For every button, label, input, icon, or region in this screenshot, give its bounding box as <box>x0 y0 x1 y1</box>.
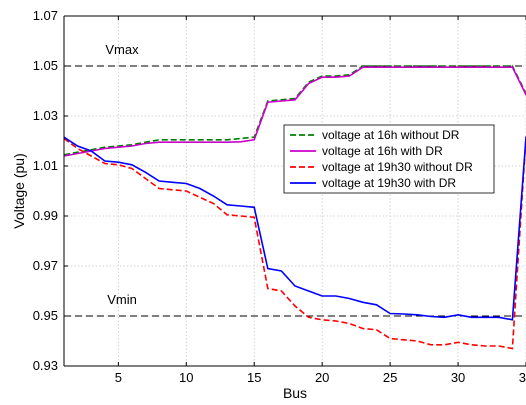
series-line-2 <box>64 66 526 157</box>
y-tick-label: 0.93 <box>33 358 58 373</box>
series-lines <box>64 65 526 350</box>
series-line-4 <box>64 136 526 321</box>
y-axis-label: Voltage (pu) <box>11 153 27 229</box>
series-line-3 <box>64 136 526 350</box>
y-tick-label: 1.01 <box>33 158 58 173</box>
x-tick-label: 5 <box>115 370 122 385</box>
legend-label: voltage at 16h with DR <box>322 144 443 158</box>
reference-label-vmax: Vmax <box>105 42 139 57</box>
x-tick-label: 20 <box>315 370 329 385</box>
legend-label: voltage at 19h30 with DR <box>322 176 456 190</box>
legend-label: voltage at 16h without DR <box>322 128 460 142</box>
x-axis-label: Bus <box>283 385 307 401</box>
x-tick-label: 10 <box>179 370 193 385</box>
legend-label: voltage at 19h30 without DR <box>322 160 473 174</box>
x-tick-label: 35 <box>519 370 526 385</box>
legend-box <box>283 124 495 194</box>
y-tick-label: 0.97 <box>33 258 58 273</box>
axes <box>63 15 526 367</box>
tick-labels: 5 10 15 20 25 30 35 0.93 0.95 0.97 0.99 1.01 1.03 1.0… <box>33 8 526 385</box>
x-tick-label: 15 <box>247 370 261 385</box>
x-tick-label: 25 <box>383 370 397 385</box>
series-line-1 <box>64 65 526 156</box>
y-tick-label: 1.03 <box>33 108 58 123</box>
y-tick-label: 0.99 <box>33 208 58 223</box>
y-tick-label: 0.95 <box>33 308 58 323</box>
y-tick-label: 1.07 <box>33 8 58 23</box>
x-tick-label: 30 <box>451 370 465 385</box>
y-tick-label: 1.05 <box>33 58 58 73</box>
reference-label-vmin: Vmin <box>107 292 137 307</box>
legend: voltage at 16h without DR voltage at 16h … <box>283 124 495 194</box>
